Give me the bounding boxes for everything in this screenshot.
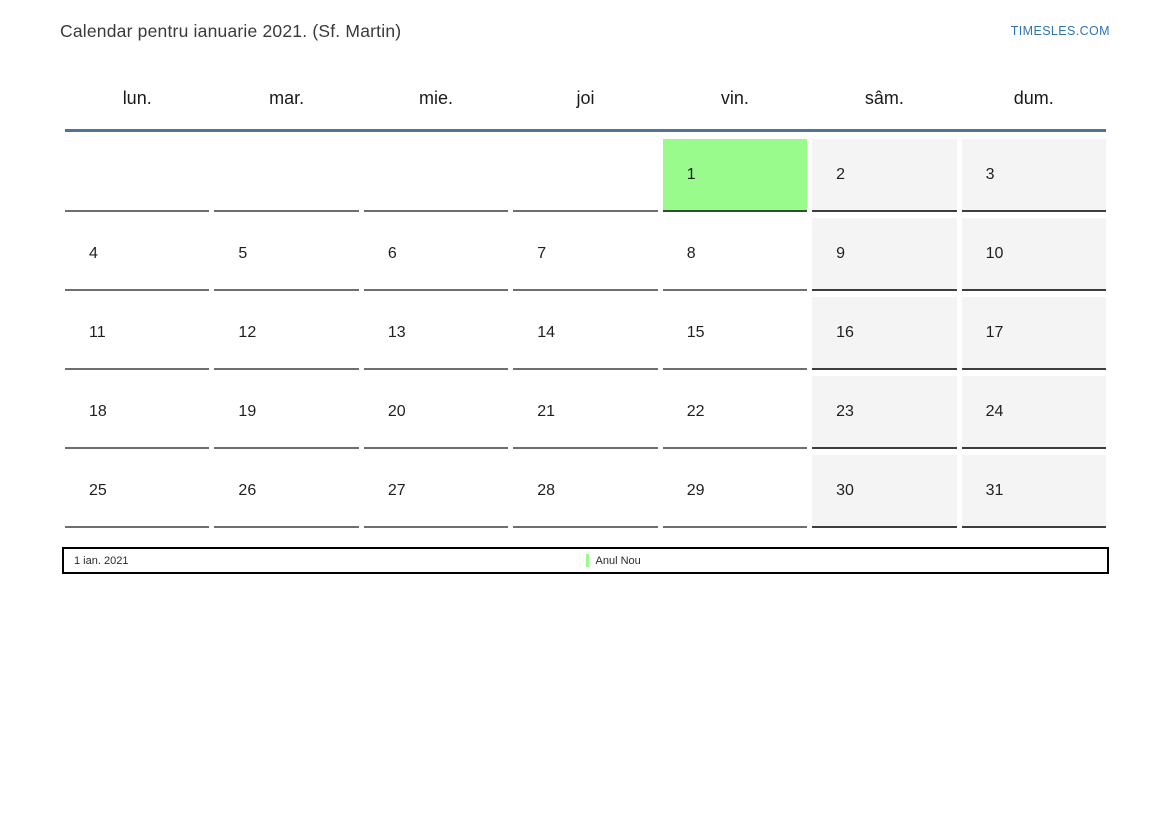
month-calendar: lun. mar. mie. joi vin. sâm. dum. 1 2 3 4 5 6 7 8 9 10 1… <box>65 85 1106 528</box>
day-cell-31: 31 <box>961 455 1106 528</box>
site-link[interactable]: TIMESLES.COM <box>1010 24 1110 38</box>
weekday-header-vin: vin. <box>720 88 749 108</box>
day-cell-15: 15 <box>662 297 808 370</box>
page-title: Calendar pentru ianuarie 2021. (Sf. Mart… <box>60 21 402 41</box>
day-cell-17: 17 <box>961 297 1106 370</box>
day-cell-6: 6 <box>363 218 509 291</box>
day-cell-empty <box>214 139 359 212</box>
day-cell-empty <box>65 139 210 212</box>
weekday-header-joi: joi <box>576 88 595 108</box>
day-cell-23: 23 <box>812 376 957 449</box>
day-cell-8: 8 <box>662 218 808 291</box>
weekday-header-mie: mie. <box>419 88 454 108</box>
weekday-header-lun: lun. <box>122 88 152 108</box>
day-cell-21: 21 <box>513 376 658 449</box>
calendar-grid: 1 2 3 4 5 6 7 8 9 10 11 12 13 14 15 16 17 18 19 20 21 22 23 24 2… <box>65 139 1106 528</box>
day-cell-5: 5 <box>214 218 359 291</box>
day-cell-empty <box>513 139 658 212</box>
legend-box: 1 ian. 2021 Anul Nou <box>62 547 1109 574</box>
day-cell-1: 1 <box>662 139 808 212</box>
day-cell-14: 14 <box>513 297 658 370</box>
day-cell-4: 4 <box>65 218 210 291</box>
day-cell-11: 11 <box>65 297 210 370</box>
day-cell-19: 19 <box>214 376 359 449</box>
header-divider <box>65 129 1106 132</box>
day-cell-26: 26 <box>214 455 359 528</box>
day-cell-27: 27 <box>363 455 509 528</box>
day-cell-28: 28 <box>513 455 658 528</box>
weekday-header-row: lun. mar. mie. joi vin. sâm. dum. <box>65 85 1106 111</box>
day-cell-13: 13 <box>363 297 509 370</box>
day-cell-20: 20 <box>363 376 509 449</box>
day-cell-22: 22 <box>662 376 808 449</box>
day-cell-12: 12 <box>214 297 359 370</box>
day-cell-25: 25 <box>65 455 210 528</box>
day-cell-7: 7 <box>513 218 658 291</box>
day-cell-18: 18 <box>65 376 210 449</box>
day-cell-empty <box>363 139 509 212</box>
day-cell-24: 24 <box>961 376 1106 449</box>
day-cell-30: 30 <box>812 455 957 528</box>
legend-event-label: Anul Nou <box>595 554 641 567</box>
day-cell-9: 9 <box>812 218 957 291</box>
day-cell-2: 2 <box>812 139 957 212</box>
day-cell-29: 29 <box>662 455 808 528</box>
day-cell-3: 3 <box>961 139 1106 212</box>
weekday-header-sâm: sâm. <box>864 88 904 108</box>
holiday-marker-icon <box>585 554 589 567</box>
legend-date: 1 ian. 2021 <box>74 554 129 567</box>
weekday-header-dum: dum. <box>1013 88 1054 108</box>
day-cell-10: 10 <box>961 218 1106 291</box>
day-cell-16: 16 <box>812 297 957 370</box>
legend-event: Anul Nou <box>585 554 641 567</box>
weekday-header-mar: mar. <box>269 88 305 108</box>
